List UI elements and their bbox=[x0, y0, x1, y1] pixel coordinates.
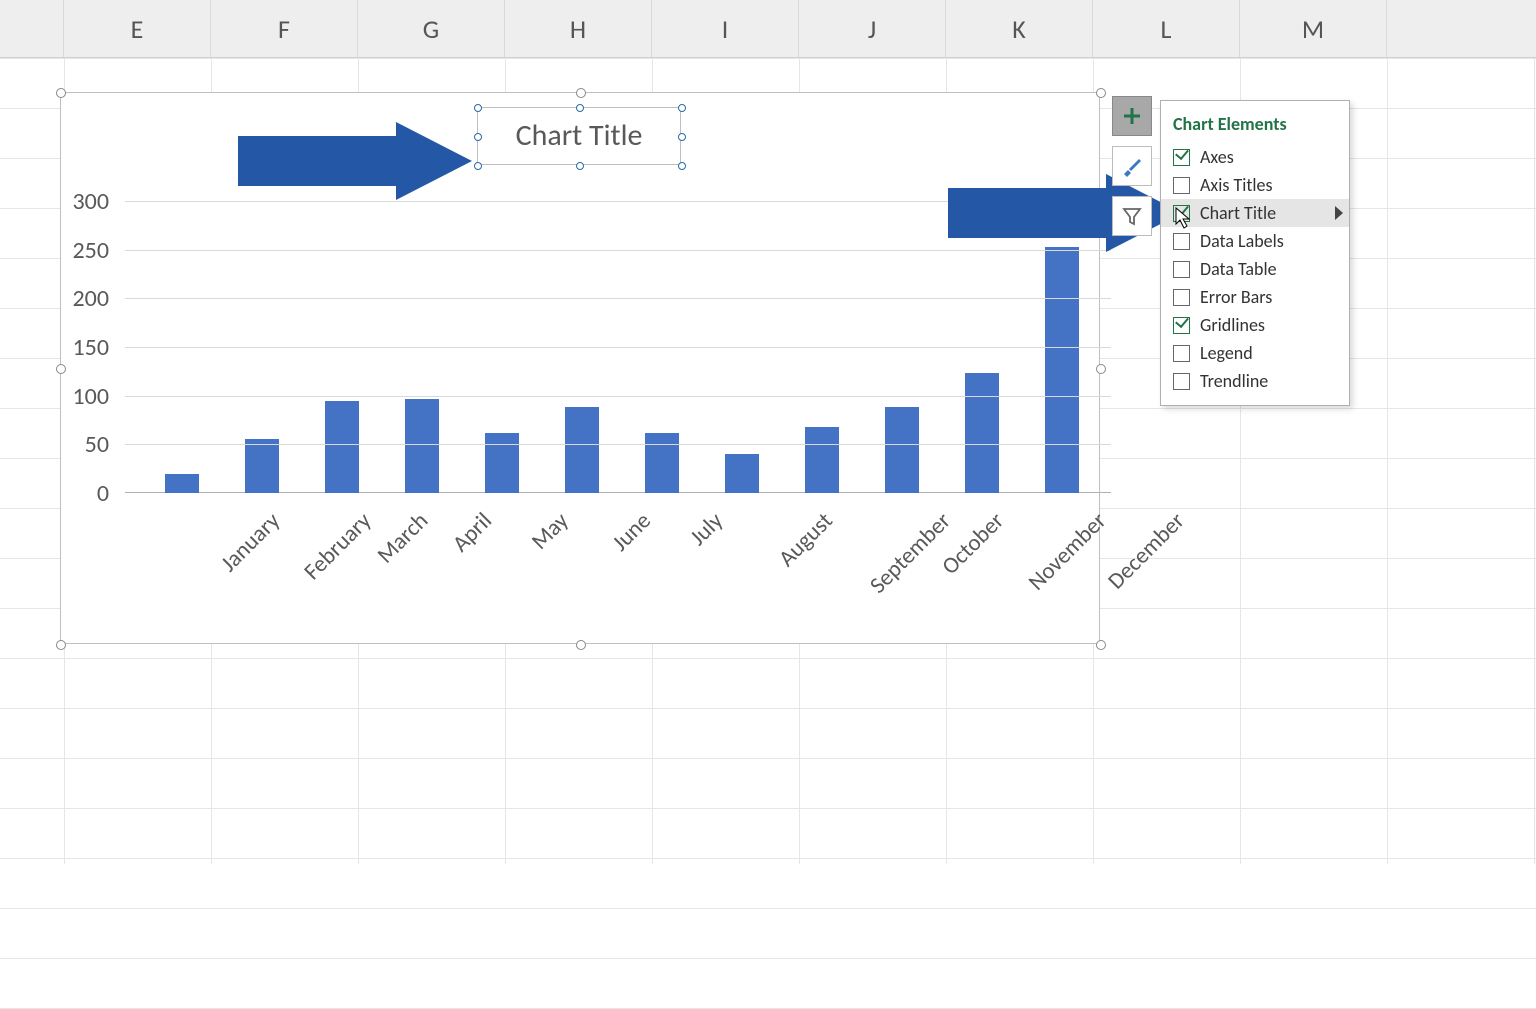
x-label: January bbox=[215, 507, 286, 578]
checkbox[interactable] bbox=[1173, 177, 1190, 194]
checkbox[interactable] bbox=[1173, 205, 1190, 222]
selection-handle[interactable] bbox=[1096, 364, 1106, 374]
title-selection-handle[interactable] bbox=[474, 104, 482, 112]
option-label: Chart Title bbox=[1200, 202, 1276, 224]
bar-july[interactable] bbox=[645, 433, 679, 493]
x-label: February bbox=[298, 507, 377, 586]
selection-handle[interactable] bbox=[576, 88, 586, 98]
x-label: April bbox=[447, 507, 498, 558]
selection-handle[interactable] bbox=[56, 88, 66, 98]
selection-handle[interactable] bbox=[576, 640, 586, 650]
bar-january[interactable] bbox=[165, 474, 199, 493]
y-tick-label: 250 bbox=[49, 236, 109, 265]
column-header-M[interactable]: M bbox=[1240, 0, 1387, 57]
checkbox[interactable] bbox=[1173, 149, 1190, 166]
title-selection-handle[interactable] bbox=[474, 162, 482, 170]
selection-handle[interactable] bbox=[1096, 640, 1106, 650]
checkbox[interactable] bbox=[1173, 261, 1190, 278]
chart-styles-button[interactable] bbox=[1112, 146, 1152, 186]
chart-elements-popup: Chart Elements Axes Axis Titles Chart Titl… bbox=[1160, 100, 1350, 406]
y-tick-label: 50 bbox=[49, 430, 109, 459]
option-label: Error Bars bbox=[1200, 286, 1272, 308]
selection-handle[interactable] bbox=[1096, 88, 1106, 98]
option-label: Data Labels bbox=[1200, 230, 1284, 252]
popup-item-list: Axes Axis Titles Chart Title Data Labels Dat… bbox=[1161, 143, 1349, 395]
checkbox[interactable] bbox=[1173, 317, 1190, 334]
plot-area[interactable]: 050100150200250300 bbox=[125, 201, 1055, 493]
bar-february[interactable] bbox=[245, 439, 279, 493]
chart-element-option-gridlines[interactable]: Gridlines bbox=[1161, 311, 1349, 339]
plus-icon bbox=[1121, 105, 1143, 127]
checkbox[interactable] bbox=[1173, 289, 1190, 306]
title-selection-handle[interactable] bbox=[576, 162, 584, 170]
x-axis-labels: JanuaryFebruaryMarch April May June July Augu… bbox=[125, 501, 1115, 631]
column-header-H[interactable]: H bbox=[505, 0, 652, 57]
bar-december[interactable] bbox=[1045, 247, 1079, 493]
submenu-arrow-icon bbox=[1335, 206, 1343, 220]
popup-title: Chart Elements bbox=[1161, 109, 1349, 143]
column-header-F[interactable]: F bbox=[211, 0, 358, 57]
checkbox[interactable] bbox=[1173, 373, 1190, 390]
x-label: November bbox=[1023, 507, 1112, 596]
y-tick-label: 150 bbox=[49, 333, 109, 362]
chart-element-option-error-bars[interactable]: Error Bars bbox=[1161, 283, 1349, 311]
chart-element-option-chart-title[interactable]: Chart Title bbox=[1161, 199, 1349, 227]
title-selection-handle[interactable] bbox=[576, 104, 584, 112]
y-tick-label: 300 bbox=[49, 187, 109, 216]
column-header-I[interactable]: I bbox=[652, 0, 799, 57]
chart-element-option-trendline[interactable]: Trendline bbox=[1161, 367, 1349, 395]
checkbox[interactable] bbox=[1173, 233, 1190, 250]
chart-element-option-axis-titles[interactable]: Axis Titles bbox=[1161, 171, 1349, 199]
chart-element-option-data-table[interactable]: Data Table bbox=[1161, 255, 1349, 283]
option-label: Axes bbox=[1200, 146, 1234, 168]
bar-april[interactable] bbox=[405, 399, 439, 493]
column-headers: EFGHIJKLM bbox=[0, 0, 1536, 58]
checkbox[interactable] bbox=[1173, 345, 1190, 362]
bar-may[interactable] bbox=[485, 433, 519, 493]
selection-handle[interactable] bbox=[56, 364, 66, 374]
x-label: August bbox=[773, 507, 839, 573]
x-label: March bbox=[372, 507, 434, 569]
selection-handle[interactable] bbox=[56, 640, 66, 650]
bar-september[interactable] bbox=[805, 427, 839, 493]
column-header-K[interactable]: K bbox=[946, 0, 1093, 57]
bar-august[interactable] bbox=[725, 454, 759, 493]
bar-november[interactable] bbox=[965, 373, 999, 493]
title-selection-handle[interactable] bbox=[678, 133, 686, 141]
x-label: July bbox=[684, 507, 729, 552]
chart-elements-button[interactable] bbox=[1112, 96, 1152, 136]
column-header-G[interactable]: G bbox=[358, 0, 505, 57]
title-selection-handle[interactable] bbox=[678, 104, 686, 112]
bar-june[interactable] bbox=[565, 407, 599, 493]
option-label: Trendline bbox=[1200, 370, 1268, 392]
title-selection-handle[interactable] bbox=[678, 162, 686, 170]
x-label: May bbox=[526, 507, 575, 556]
option-label: Gridlines bbox=[1200, 314, 1265, 336]
chart-filters-button[interactable] bbox=[1112, 196, 1152, 236]
option-label: Data Table bbox=[1200, 258, 1277, 280]
y-tick-label: 200 bbox=[49, 284, 109, 313]
bar-october[interactable] bbox=[885, 407, 919, 493]
chart-element-option-data-labels[interactable]: Data Labels bbox=[1161, 227, 1349, 255]
paintbrush-icon bbox=[1119, 153, 1145, 179]
x-label: June bbox=[607, 507, 657, 557]
bar-march[interactable] bbox=[325, 401, 359, 493]
option-label: Legend bbox=[1200, 342, 1253, 364]
chart-element-option-legend[interactable]: Legend bbox=[1161, 339, 1349, 367]
funnel-icon bbox=[1120, 204, 1144, 228]
header-stub bbox=[0, 0, 64, 57]
y-tick-label: 100 bbox=[49, 382, 109, 411]
chart-object[interactable]: Chart Title 050100150200250300 JanuaryFe… bbox=[60, 92, 1100, 644]
y-tick-label: 0 bbox=[49, 479, 109, 508]
option-label: Axis Titles bbox=[1200, 174, 1273, 196]
column-header-L[interactable]: L bbox=[1093, 0, 1240, 57]
chart-element-option-axes[interactable]: Axes bbox=[1161, 143, 1349, 171]
chart-side-buttons bbox=[1112, 96, 1152, 246]
column-header-J[interactable]: J bbox=[799, 0, 946, 57]
chart-title[interactable]: Chart Title bbox=[477, 107, 681, 165]
column-header-E[interactable]: E bbox=[64, 0, 211, 57]
title-selection-handle[interactable] bbox=[474, 133, 482, 141]
